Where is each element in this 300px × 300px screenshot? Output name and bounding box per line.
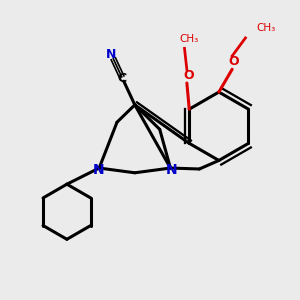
Text: N: N (106, 48, 116, 61)
Text: O: O (184, 69, 194, 82)
Text: CH₃: CH₃ (180, 34, 199, 44)
Text: C: C (117, 72, 126, 85)
Text: N: N (92, 163, 104, 177)
Text: CH₃: CH₃ (256, 23, 275, 33)
Text: N: N (166, 163, 177, 177)
Text: O: O (229, 55, 239, 68)
